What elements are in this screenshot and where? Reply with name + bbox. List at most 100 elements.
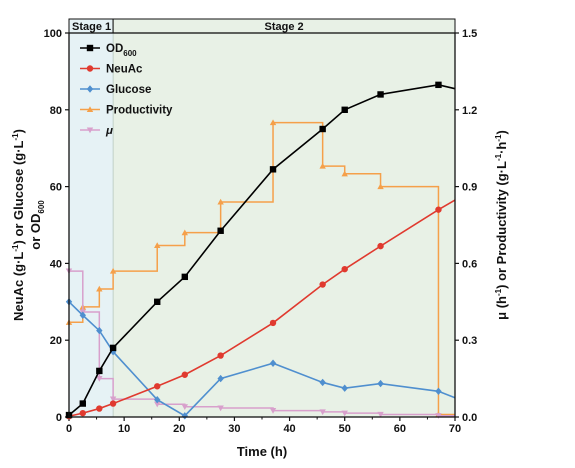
- data-point: [217, 374, 224, 383]
- x-axis-label: Time (h): [237, 444, 287, 459]
- data-point: [217, 405, 224, 412]
- series-mu: [65, 268, 455, 419]
- data-point: [79, 311, 86, 319]
- data-point: [377, 183, 384, 190]
- y-left-tick-label: 40: [50, 258, 62, 270]
- data-point: [377, 242, 384, 250]
- legend-label: Productivity: [106, 105, 173, 117]
- data-point: [319, 409, 326, 416]
- x-tick-label: 60: [394, 423, 406, 435]
- x-tick-label: 0: [66, 423, 72, 435]
- y-left-tick-label: 20: [50, 335, 62, 347]
- y-axis-left-label: NeuAc (g·L-1) or Glucose (g·L-1): [11, 129, 26, 321]
- stage-bands: Stage 1 Stage 2: [68, 18, 456, 417]
- y-axis-right-label-sup: -1: [494, 288, 503, 296]
- data-point: [181, 404, 188, 410]
- x-tick-label: 30: [228, 423, 240, 435]
- y-axis-right-label-part: ·h: [494, 142, 509, 154]
- data-point: [181, 412, 188, 420]
- data-point: [181, 371, 188, 378]
- data-point: [319, 162, 326, 169]
- y-right-tick-label: 0.0: [462, 412, 477, 424]
- legend-label: NeuAc: [106, 64, 143, 76]
- y-axis-right-label-part: ) or Productivity (g·L: [494, 161, 509, 289]
- data-point: [377, 91, 384, 98]
- y-right-tick-label: 0.6: [462, 258, 477, 270]
- data-point: [181, 229, 188, 236]
- data-point: [341, 265, 348, 273]
- data-point: [341, 170, 348, 177]
- data-point: [269, 166, 277, 173]
- data-point: [217, 227, 224, 234]
- y-right-tick-label: 0.3: [462, 335, 477, 347]
- y-left-tick-label: 60: [50, 182, 62, 194]
- data-point: [109, 396, 117, 403]
- data-point: [181, 273, 188, 281]
- data-point: [154, 298, 161, 305]
- data-point: [96, 405, 103, 412]
- legend-label: OD600: [106, 43, 137, 58]
- legend-marker: [86, 65, 94, 72]
- data-point: [319, 281, 326, 288]
- legend-marker: [86, 85, 94, 93]
- axis-ticks: [65, 32, 459, 421]
- data-point: [79, 409, 86, 417]
- series-productivity: [65, 119, 455, 417]
- stage-band: [113, 33, 455, 417]
- y-axis-left-label-part: ): [11, 129, 26, 133]
- x-tick-label: 70: [449, 423, 461, 435]
- legend-label-sub: 600: [123, 49, 137, 58]
- data-point: [341, 106, 348, 113]
- stage-label: Stage 1: [72, 21, 111, 33]
- data-point: [79, 400, 86, 407]
- data-point: [269, 119, 277, 126]
- data-point: [109, 267, 117, 274]
- data-point: [109, 344, 117, 352]
- y-axis-right-label-part: ): [494, 130, 509, 134]
- y-right-tick-label: 1.2: [462, 105, 477, 117]
- y-axis-right-label-sup: -1: [494, 153, 503, 161]
- data-point: [96, 376, 103, 382]
- legend-label: Glucose: [106, 84, 151, 96]
- x-tick-label: 20: [173, 423, 185, 435]
- legend-label-text: μ: [105, 125, 113, 137]
- plot-border: [68, 32, 456, 418]
- data-point: [435, 81, 442, 89]
- data-point: [217, 198, 224, 205]
- data-point: [435, 206, 442, 213]
- data-point: [154, 396, 161, 404]
- data-point: [269, 408, 277, 414]
- legend-label-text: Glucose: [106, 84, 151, 96]
- stage-label: Stage 2: [264, 21, 303, 33]
- x-tick-label: 10: [118, 423, 130, 435]
- legend-marker: [86, 44, 94, 52]
- data-point: [435, 413, 442, 419]
- data-point: [154, 242, 161, 249]
- y-left-tick-label: 0: [56, 412, 62, 424]
- data-point: [96, 367, 103, 375]
- x-tick-label: 50: [339, 423, 351, 435]
- y-axis-left-label-part: ) or Glucose (g·L: [11, 140, 26, 244]
- data-point: [319, 125, 326, 133]
- legend-label-text: OD: [106, 43, 123, 55]
- y-axis-left-label-sup: -1: [11, 244, 20, 252]
- data-point: [109, 400, 117, 407]
- series-line: [69, 121, 455, 416]
- data-point: [269, 319, 277, 327]
- data-point: [319, 378, 326, 387]
- legend-label: μ: [105, 125, 113, 137]
- data-point: [377, 379, 384, 388]
- legend-label-text: NeuAc: [106, 64, 143, 76]
- data-point: [96, 285, 103, 292]
- stage-band: [69, 33, 114, 417]
- plot-series: [65, 81, 456, 420]
- y-axis-left-label-sup: -1: [11, 133, 20, 141]
- y-axis-left-label-sub: 600: [37, 200, 46, 214]
- data-point: [217, 352, 224, 359]
- y-axis-right-label-sup: -1: [494, 134, 503, 142]
- y-right-tick-label: 0.9: [462, 182, 477, 194]
- plot-frame: [68, 32, 456, 418]
- data-point: [341, 384, 348, 392]
- legend: OD600 NeuAc Glucose Productivity μ: [80, 43, 173, 137]
- series-neuac: [65, 199, 456, 420]
